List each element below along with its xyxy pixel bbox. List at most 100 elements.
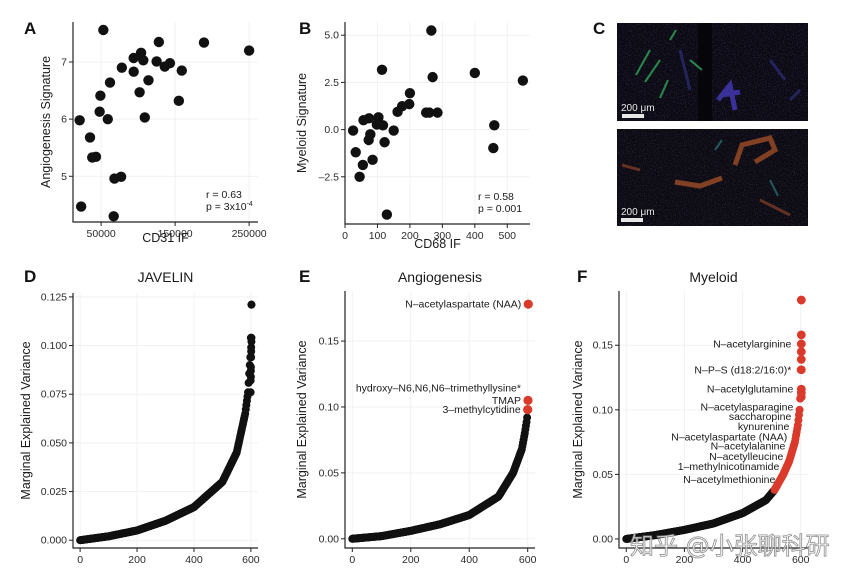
- data-point: [134, 87, 145, 98]
- data-point: [94, 106, 105, 117]
- data-point: [116, 62, 128, 73]
- data-point: [246, 366, 255, 375]
- x-tick-label: 400: [460, 554, 478, 566]
- y-tick-label: 0.05: [319, 467, 340, 479]
- y-tick-label: 0.00: [593, 533, 614, 545]
- axis-lines: [72, 293, 258, 549]
- data-point: [104, 77, 116, 88]
- micrograph-bottom-texture: [617, 129, 808, 226]
- panel-letter-d: D: [24, 267, 36, 286]
- data-point: [377, 120, 389, 131]
- y-tick-label: 0.125: [41, 291, 67, 303]
- data-point: [426, 25, 437, 36]
- y-tick-label: 0.075: [41, 389, 67, 401]
- x-axis-title: CD31 IF: [142, 231, 189, 245]
- y-tick-label: 5: [61, 171, 67, 183]
- x-tick-label: 600: [242, 554, 260, 566]
- data-point: [128, 52, 139, 64]
- data-point: [151, 56, 162, 67]
- data-point: [469, 67, 481, 79]
- highlighted-point: [795, 405, 804, 414]
- highlighted-point: [796, 339, 806, 349]
- x-tick-label: 100: [369, 230, 387, 242]
- point-label: N–acetylmethionine: [683, 474, 775, 486]
- y-tick-label: 6: [61, 114, 67, 126]
- y-axis-title: Angiogenesis Signature: [39, 56, 53, 188]
- x-tick-label: 400: [185, 554, 203, 566]
- y-tick-label: –2.5: [319, 171, 340, 183]
- point-label: N–acetylglutamine: [707, 384, 794, 396]
- data-point: [198, 37, 210, 48]
- highlighted-point: [796, 392, 806, 402]
- x-tick-label: 250000: [232, 228, 267, 240]
- data-point: [159, 61, 170, 72]
- y-axis-title: Marginal Explained Variance: [295, 340, 309, 498]
- data-point: [404, 87, 416, 99]
- y-tick-label: 0.025: [41, 486, 67, 498]
- data-point: [432, 107, 443, 118]
- highlighted-point: [796, 330, 806, 340]
- y-tick-label: 0.10: [593, 404, 614, 416]
- correlation-p: p = 3x10-4: [206, 201, 253, 213]
- data-point: [347, 125, 359, 136]
- data-point: [139, 112, 150, 123]
- x-tick-label: 0: [77, 554, 83, 566]
- point-label: kynurenine: [738, 421, 790, 433]
- data-point: [367, 154, 378, 166]
- x-tick-label: 400: [466, 230, 484, 242]
- data-point: [392, 106, 403, 118]
- x-tick-label: 150000: [158, 228, 193, 240]
- data-point: [74, 115, 85, 126]
- scale-bar-label-bottom: 200 μm: [621, 207, 655, 218]
- highlighted-point: [523, 405, 533, 415]
- point-label: N–acetylasparagine: [700, 402, 793, 414]
- y-axis-title: Marginal Explained Variance: [19, 341, 33, 499]
- point-label: N–acetylleucine: [709, 451, 783, 463]
- point-label: N–acetylaspartate (NAA): [671, 431, 787, 443]
- x-tick-label: 600: [792, 554, 810, 566]
- data-point: [523, 413, 532, 422]
- scale-bar-top: [622, 114, 644, 118]
- data-point: [358, 114, 369, 126]
- point-label: N–acetylarginine: [713, 338, 791, 350]
- micrograph-bottom: 200 μm: [617, 129, 808, 226]
- micrograph-top-blue-stain: [716, 79, 741, 111]
- data-point: [247, 300, 256, 309]
- y-axis-title: Myeloid Signature: [295, 73, 309, 173]
- axis-lines: [618, 291, 808, 549]
- watermark: 知乎 @小张聊科研: [630, 532, 830, 560]
- highlighted-point: [523, 395, 533, 405]
- x-tick-label: 0: [623, 554, 629, 566]
- highlighted-point: [796, 355, 806, 364]
- data-point: [102, 113, 113, 125]
- data-point: [128, 66, 139, 77]
- data-point: [153, 36, 165, 48]
- data-point: [143, 75, 154, 86]
- data-point: [138, 55, 149, 66]
- micrograph-top-blue-stain-2: [678, 49, 802, 102]
- axis-lines: [344, 291, 535, 549]
- panel-letter-c: C: [593, 19, 605, 38]
- chart-title: Myeloid: [689, 269, 737, 285]
- panel-b-scatter: 0 100 200 300 400 500 –2.5 0.0 2.5 5.0 B CD68 IF Mye…: [295, 19, 530, 251]
- y-tick-label: 0.15: [593, 340, 614, 352]
- micrograph-bottom-orange-stain: [674, 135, 779, 189]
- data-point: [381, 209, 393, 220]
- point-label: N–acetylaspartate (NAA): [405, 299, 521, 311]
- micrograph-top-green-stain: [635, 29, 703, 99]
- data-point: [243, 45, 255, 56]
- y-tick-label: 0.10: [319, 401, 340, 413]
- point-label: TMAP: [492, 395, 521, 407]
- highlighted-point: [796, 347, 806, 357]
- data-point: [376, 64, 388, 75]
- point-label: hydroxy–N6,N6,N6–trimethyllysine*: [356, 382, 521, 394]
- data-point: [488, 142, 499, 154]
- point-label: N–acetylalanine: [711, 440, 786, 452]
- data-point: [354, 171, 365, 183]
- y-tick-label: 0.0: [324, 124, 339, 136]
- x-tick-label: 50000: [87, 228, 116, 240]
- highlighted-point: [796, 295, 806, 305]
- panel-d-scatter: 0 200 400 600 0.000 0.025 0.050 0.075 0.100 0.125…: [19, 267, 260, 566]
- y-tick-label: 5.0: [324, 30, 339, 42]
- x-tick-label: 600: [519, 554, 537, 566]
